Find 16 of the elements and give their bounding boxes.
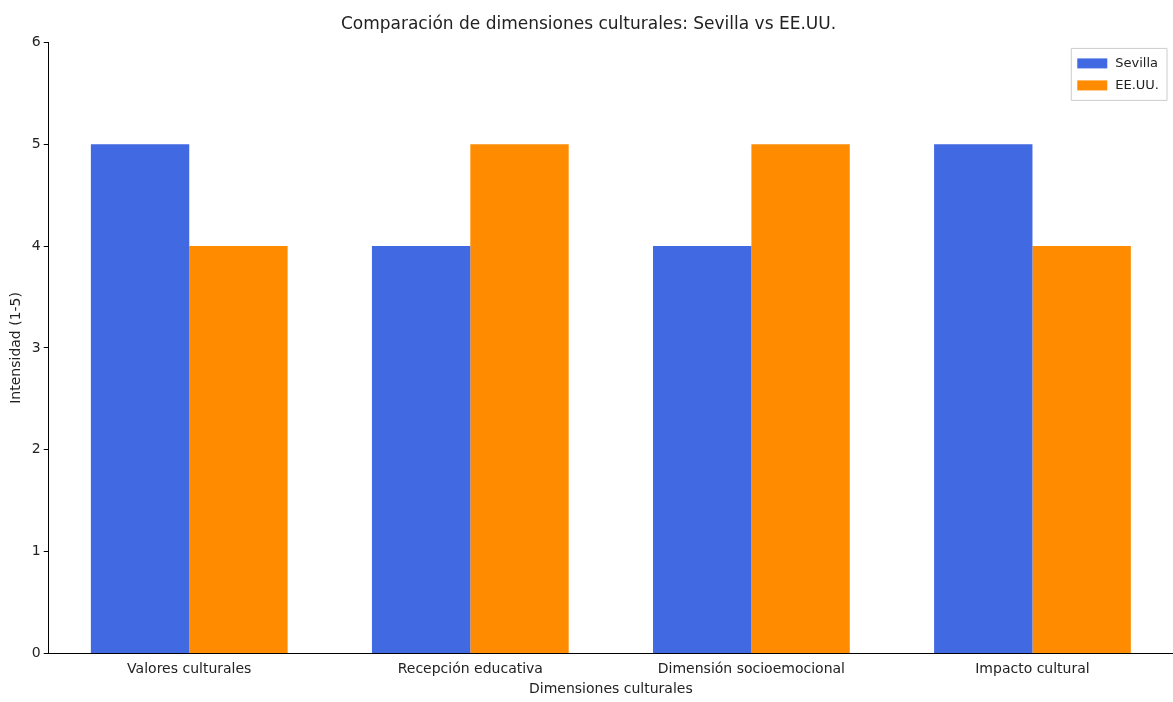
y-tick-label: 3 xyxy=(31,338,41,355)
y-tick-label: 0 xyxy=(31,644,41,661)
y-tick-label: 4 xyxy=(31,236,41,253)
legend-label: EE.UU. xyxy=(1115,76,1160,92)
x-tick-label: Recepción educativa xyxy=(397,660,543,677)
x-axis-title: Dimensiones culturales xyxy=(528,680,693,697)
chart-title: Comparación de dimensiones culturales: Sevilla vs EE.UU. xyxy=(340,12,837,33)
y-tick-label: 5 xyxy=(31,134,41,151)
legend-label: Sevilla xyxy=(1115,54,1159,70)
x-tick-label: Impacto cultural xyxy=(975,660,1090,677)
y-tick-label: 1 xyxy=(31,542,41,559)
y-tick-label: 2 xyxy=(31,440,41,457)
y-tick-label: 6 xyxy=(31,33,41,50)
y-axis-title: Intensidad (1-5) xyxy=(7,292,24,404)
x-tick-label: Dimensión socioemocional xyxy=(657,660,845,677)
x-tick-label: Valores culturales xyxy=(127,660,252,677)
